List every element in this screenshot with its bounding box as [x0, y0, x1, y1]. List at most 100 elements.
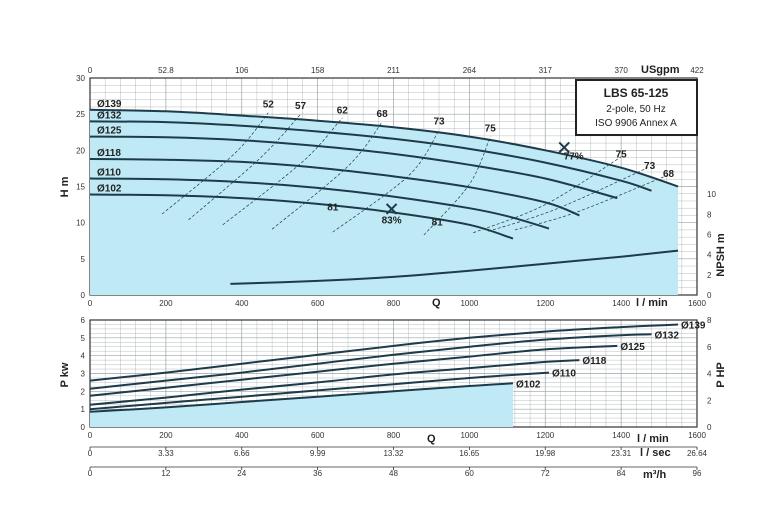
- head-top-tick: 317: [539, 66, 553, 75]
- php-y-label: P HP: [715, 362, 727, 387]
- m3h-tick: 72: [541, 469, 550, 478]
- efficiency-label: 68: [663, 169, 675, 180]
- npsh-y-tick: 2: [707, 271, 712, 280]
- head-top-tick: 264: [463, 66, 477, 75]
- head-curve-label: Ø132: [97, 110, 122, 121]
- power-y-tick: 2: [81, 387, 86, 396]
- efficiency-isoline: [423, 136, 491, 236]
- efficiency-label: 52: [263, 100, 275, 111]
- head-curve-label: Ø102: [97, 183, 122, 194]
- info-line-2: ISO 9906 Annex A: [595, 118, 677, 129]
- lsec-tick: 13.32: [383, 449, 404, 458]
- efficiency-label: 75: [485, 124, 497, 135]
- head-y-tick: 5: [81, 255, 86, 264]
- power-y-tick: 0: [81, 423, 86, 432]
- head-top-unit: USgpm: [641, 64, 680, 76]
- head-top-tick: 422: [690, 66, 704, 75]
- efficiency-label: 73: [644, 161, 656, 172]
- head-curve-label: Ø139: [97, 99, 122, 110]
- head-curve: [89, 108, 679, 188]
- php-y-tick: 0: [707, 423, 712, 432]
- efficiency-isoline: [332, 129, 440, 233]
- php-y-tick: 4: [707, 370, 712, 379]
- head-y-tick: 30: [76, 74, 85, 83]
- power-y-tick: 1: [81, 405, 86, 414]
- power-y-tick: 5: [81, 334, 86, 343]
- efficiency-label: 83%: [382, 215, 402, 226]
- lsec-tick: 6.66: [234, 449, 250, 458]
- power-operating-area: [90, 383, 513, 427]
- bep-marker: [558, 141, 570, 154]
- power-x-tick: 600: [311, 431, 325, 440]
- efficiency-label: 75: [616, 150, 628, 161]
- head-top-tick: 158: [311, 66, 325, 75]
- lsec-unit: l / sec: [640, 447, 671, 459]
- head-x-tick: 1200: [536, 299, 554, 308]
- head-x-tick: 1600: [688, 299, 706, 308]
- lsec-tick: 26.64: [687, 449, 708, 458]
- efficiency-isoline: [514, 175, 667, 231]
- head-top-tick: 0: [88, 66, 93, 75]
- info-box: LBS 65-125 2-pole, 50 Hz ISO 9906 Annex …: [575, 79, 698, 136]
- head-y-tick: 10: [76, 219, 85, 228]
- head-y-tick: 25: [76, 110, 85, 119]
- efficiency-label: 57: [295, 101, 307, 112]
- head-curve-label: Ø125: [97, 126, 122, 137]
- head-y-tick: 0: [81, 291, 86, 300]
- power-x-tick: 1000: [460, 431, 478, 440]
- npsh-y-tick: 0: [707, 291, 712, 300]
- power-curve-label: Ø110: [552, 369, 576, 380]
- m3h-tick: 36: [313, 469, 322, 478]
- head-x-tick: 400: [235, 299, 249, 308]
- power-x-tick: 1200: [536, 431, 554, 440]
- power-x-label: Q: [427, 433, 436, 445]
- head-top-tick: 106: [235, 66, 249, 75]
- efficiency-label: 81: [432, 218, 444, 229]
- head-operating-area: [90, 109, 678, 295]
- power-curve: [89, 323, 679, 382]
- lsec-tick: 16.65: [459, 449, 480, 458]
- head-x-tick: 600: [311, 299, 325, 308]
- efficiency-label: 73: [433, 116, 445, 127]
- power-curve: [89, 344, 618, 397]
- head-top-tick: 52.8: [158, 66, 174, 75]
- power-curve: [89, 371, 550, 411]
- head-x-tick: 200: [159, 299, 173, 308]
- m3h-unit: m³/h: [643, 469, 667, 481]
- lsec-tick: 0: [88, 449, 93, 458]
- power-curve-label: Ø125: [620, 342, 645, 353]
- head-curve-label: Ø118: [97, 148, 121, 159]
- efficiency-isoline: [188, 113, 301, 221]
- power-x-tick: 800: [387, 431, 401, 440]
- m3h-tick: 48: [389, 469, 398, 478]
- head-curve: [89, 177, 550, 230]
- power-x-tick: 200: [159, 431, 173, 440]
- head-curve: [89, 120, 652, 192]
- efficiency-label: 81: [327, 202, 339, 213]
- npsh-y-tick: 4: [707, 251, 712, 260]
- power-x-tick: 400: [235, 431, 249, 440]
- power-curve: [89, 382, 514, 413]
- head-y-label: H m: [59, 176, 71, 197]
- m3h-tick: 84: [617, 469, 626, 478]
- m3h-tick: 0: [88, 469, 93, 478]
- efficiency-isoline: [222, 117, 343, 226]
- efficiency-isoline: [473, 156, 622, 234]
- power-y-tick: 6: [81, 316, 86, 325]
- head-top-tick: 211: [387, 66, 400, 75]
- power-y-tick: 4: [81, 352, 86, 361]
- head-curve: [89, 158, 580, 217]
- efficiency-label: 62: [337, 105, 349, 116]
- power-y-label: P kw: [59, 362, 71, 387]
- head-y-tick: 20: [76, 146, 85, 155]
- power-curve-label: Ø132: [654, 330, 679, 341]
- head-x-tick: 1400: [612, 299, 630, 308]
- npsh-y-tick: 10: [707, 190, 716, 199]
- head-curve: [89, 135, 618, 200]
- lsec-tick: 3.33: [158, 449, 174, 458]
- power-curve: [89, 359, 580, 406]
- head-x-unit: l / min: [636, 297, 668, 309]
- head-curve: [89, 193, 514, 240]
- bep-marker: [385, 203, 398, 215]
